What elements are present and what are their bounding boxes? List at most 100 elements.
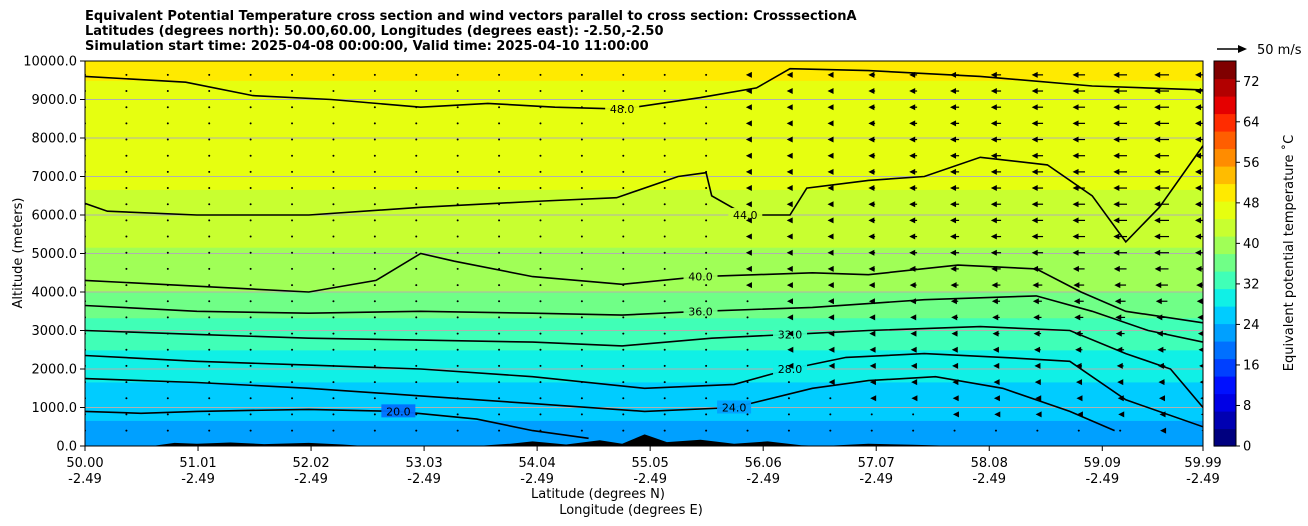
x-tick-label-lon: -2.49 xyxy=(1186,472,1220,487)
wind-vector xyxy=(125,219,128,222)
field-band xyxy=(85,401,1203,409)
field-band xyxy=(85,266,1203,274)
wind-vector-head xyxy=(909,249,916,256)
wind-vector-head xyxy=(993,379,1000,386)
wind-vector xyxy=(539,316,542,319)
wind-vector-head xyxy=(1072,168,1079,175)
wind-vector xyxy=(166,381,169,384)
colorbar-tick-label: 56 xyxy=(1243,156,1260,171)
wind-vector xyxy=(622,187,625,190)
wind-vector-head xyxy=(787,314,794,321)
wind-vector-head xyxy=(952,379,959,386)
wind-vector xyxy=(166,73,169,76)
wind-vector xyxy=(539,332,542,335)
field-band xyxy=(85,240,1203,248)
wind-vector-head xyxy=(1074,330,1081,337)
wind-vector xyxy=(787,413,790,416)
wind-vector xyxy=(249,106,252,109)
field-band xyxy=(85,131,1203,139)
wind-vector xyxy=(291,267,294,270)
x-tick-label-lat: 55.05 xyxy=(632,456,669,471)
wind-vector-head xyxy=(1113,120,1120,127)
wind-vector xyxy=(498,106,501,109)
x-tick-label-lon: -2.49 xyxy=(633,472,667,487)
colorbar-tick-label: 40 xyxy=(1243,237,1260,252)
wind-vector-head xyxy=(1195,168,1202,175)
wind-vector xyxy=(498,90,501,93)
wind-vector xyxy=(291,187,294,190)
wind-vector-head xyxy=(950,185,957,192)
wind-vector xyxy=(415,170,418,173)
x-tick-label-lat: 53.03 xyxy=(405,456,442,471)
wind-vector xyxy=(622,300,625,303)
wind-vector xyxy=(166,106,169,109)
wind-vector xyxy=(332,170,335,173)
contour-label: 36.0 xyxy=(688,305,713,318)
wind-vector-head xyxy=(745,152,752,159)
field-band xyxy=(85,324,1203,332)
wind-vector-head xyxy=(868,136,875,143)
wind-vector xyxy=(332,90,335,93)
wind-vector-head xyxy=(910,330,917,337)
wind-vector-head xyxy=(1072,152,1079,159)
wind-vector-head xyxy=(950,201,957,208)
wind-vector xyxy=(166,90,169,93)
field-band xyxy=(85,157,1203,165)
wind-vector xyxy=(208,170,211,173)
y-axis: 0.0 1000.0 2000.0 3000.0 4000.0 5000.0 6000.0 7… xyxy=(23,55,85,455)
terrain-shape xyxy=(85,434,1203,446)
wind-vector xyxy=(166,300,169,303)
contour-label-bg xyxy=(717,400,752,414)
wind-vector xyxy=(373,170,376,173)
wind-vector xyxy=(787,397,790,400)
x-axis: 50.00-2.4951.01-2.4952.02-2.4953.03-2.49… xyxy=(66,446,1222,487)
colorbar-segment xyxy=(1214,411,1236,430)
field-band xyxy=(85,362,1203,370)
contour-label-bg xyxy=(773,362,808,375)
wind-vector-head xyxy=(990,152,997,159)
wind-vector xyxy=(249,73,252,76)
wind-vector-head xyxy=(786,282,793,289)
wind-vector xyxy=(373,429,376,432)
wind-vector-head xyxy=(827,88,834,95)
wind-vector xyxy=(208,348,211,351)
x-tick-label-lon: -2.49 xyxy=(68,472,102,487)
wind-vector-head xyxy=(1154,168,1161,175)
wind-vector xyxy=(373,235,376,238)
field-band xyxy=(85,221,1203,229)
wind-vector-head xyxy=(909,282,916,289)
wind-vector xyxy=(249,332,252,335)
wind-vector xyxy=(705,90,708,93)
wind-vector xyxy=(580,381,583,384)
wind-vector xyxy=(166,203,169,206)
colorbar-segment xyxy=(1214,78,1236,97)
x-tick-label-lat: 57.07 xyxy=(858,456,895,471)
field-band xyxy=(85,336,1203,344)
wind-vector-head xyxy=(1072,185,1079,192)
wind-vector xyxy=(953,429,956,432)
wind-vector-head xyxy=(990,88,997,95)
wind-vector-head xyxy=(990,104,997,111)
wind-vector xyxy=(332,251,335,254)
wind-vector xyxy=(166,332,169,335)
wind-vector xyxy=(166,364,169,367)
wind-vector-head xyxy=(1195,120,1202,127)
wind-vector-head xyxy=(827,104,834,111)
wind-vector-head xyxy=(787,330,794,337)
wind-vector xyxy=(125,316,128,319)
wind-vector xyxy=(332,219,335,222)
wind-vector xyxy=(663,332,666,335)
wind-vector xyxy=(125,300,128,303)
wind-vector xyxy=(208,397,211,400)
wind-vector xyxy=(539,429,542,432)
wind-vector xyxy=(498,251,501,254)
field-band xyxy=(85,112,1203,120)
wind-vector xyxy=(125,170,128,173)
x-tick-label-lon: -2.49 xyxy=(859,472,893,487)
wind-vector-head xyxy=(1034,379,1041,386)
wind-vector-head xyxy=(787,362,794,369)
wind-vector xyxy=(373,138,376,141)
wind-vector-head xyxy=(827,120,834,127)
y-tick-label: 7000.0 xyxy=(32,170,78,185)
